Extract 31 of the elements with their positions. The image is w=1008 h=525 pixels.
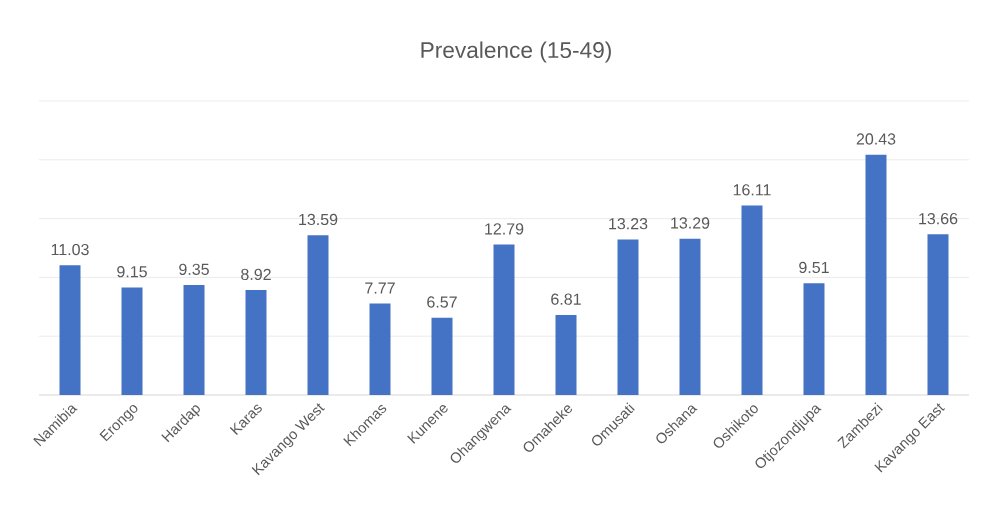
data-label: 7.77 bbox=[365, 282, 395, 294]
data-label: 12.79 bbox=[485, 223, 524, 235]
data-label: 13.59 bbox=[299, 213, 338, 226]
bar bbox=[59, 265, 81, 395]
bar bbox=[245, 290, 267, 395]
data-label: 11.03 bbox=[51, 243, 89, 256]
data-label: 6.57 bbox=[427, 296, 457, 308]
bar bbox=[741, 205, 763, 395]
bar bbox=[493, 244, 515, 395]
data-label: 16.11 bbox=[733, 184, 771, 196]
bar bbox=[121, 287, 143, 395]
bar bbox=[183, 285, 205, 395]
bar bbox=[927, 234, 949, 395]
bar bbox=[617, 239, 639, 395]
data-label: 20.43 bbox=[856, 133, 896, 145]
data-label: 9.35 bbox=[179, 263, 209, 275]
data-label: 9.15 bbox=[117, 266, 147, 278]
chart-title: Prevalence (15-49) bbox=[421, 41, 611, 63]
data-label: 6.81 bbox=[551, 293, 581, 305]
bar bbox=[555, 314, 577, 395]
bar bbox=[369, 303, 391, 395]
bar bbox=[865, 154, 887, 395]
bar bbox=[307, 235, 329, 395]
data-label: 9.51 bbox=[799, 261, 829, 274]
bar bbox=[431, 317, 453, 395]
data-label: 13.23 bbox=[609, 218, 648, 230]
data-label: 13.29 bbox=[671, 217, 710, 229]
data-label: 8.92 bbox=[241, 268, 271, 281]
data-label: 13.66 bbox=[919, 212, 958, 225]
bar bbox=[679, 238, 701, 395]
bar bbox=[803, 283, 825, 395]
